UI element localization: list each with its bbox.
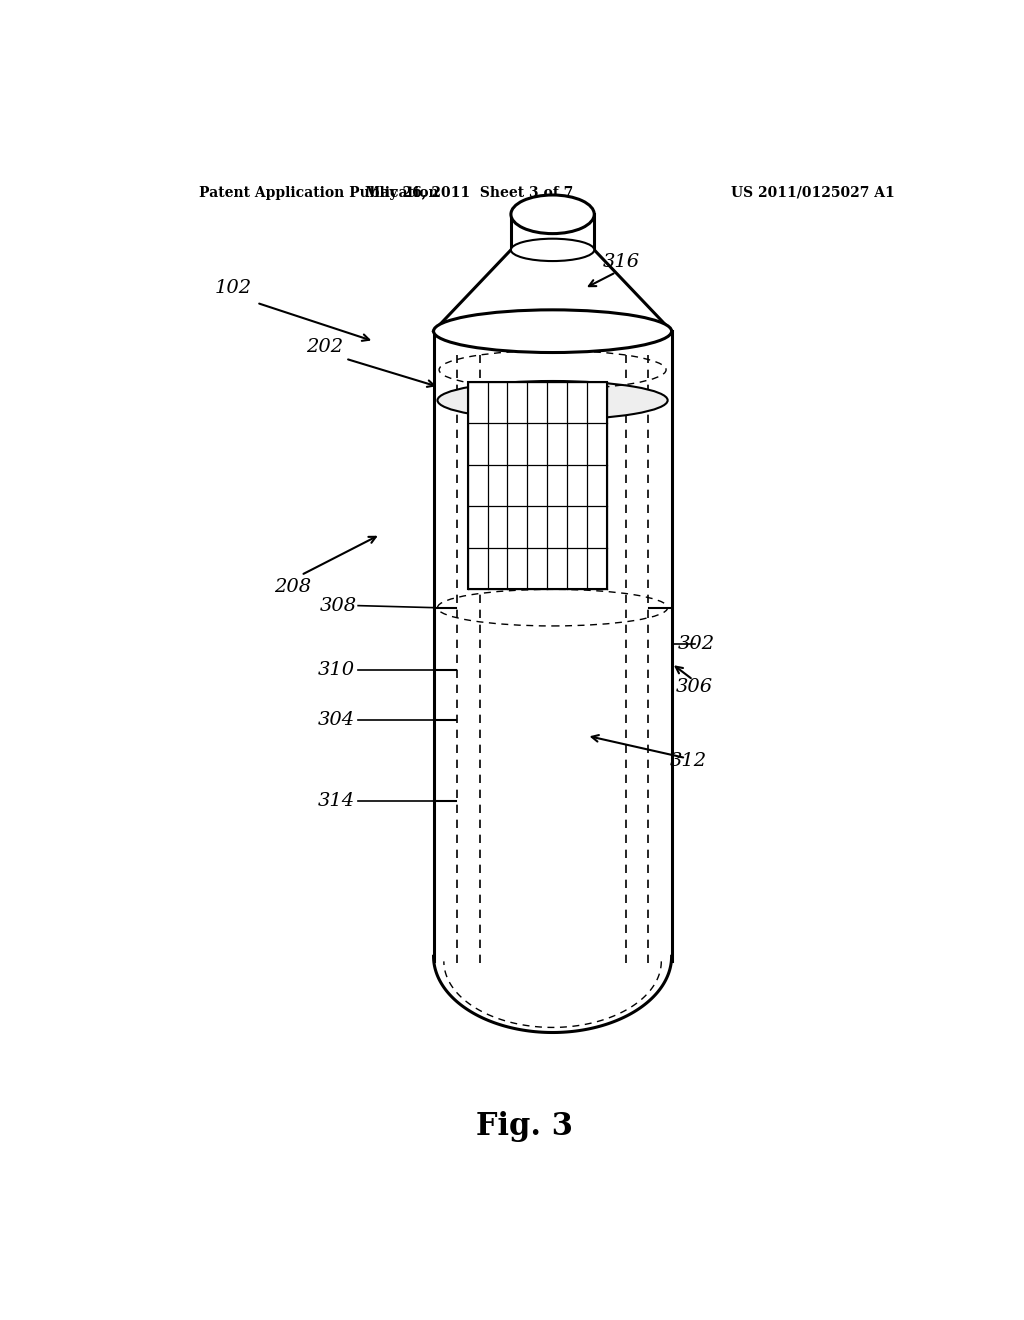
Text: Fig. 3: Fig. 3 — [476, 1110, 573, 1142]
Text: 314: 314 — [318, 792, 355, 809]
Text: US 2011/0125027 A1: US 2011/0125027 A1 — [731, 186, 895, 199]
Ellipse shape — [437, 381, 668, 420]
Text: 308: 308 — [319, 597, 357, 615]
Text: 316: 316 — [603, 253, 640, 271]
Text: 202: 202 — [306, 338, 343, 356]
Text: Patent Application Publication: Patent Application Publication — [200, 186, 439, 199]
Text: 102: 102 — [214, 280, 251, 297]
Text: May 26, 2011  Sheet 3 of 7: May 26, 2011 Sheet 3 of 7 — [366, 186, 573, 199]
Text: 312: 312 — [670, 752, 707, 770]
Text: 306: 306 — [676, 678, 713, 696]
Text: 208: 208 — [274, 578, 311, 597]
Bar — [468, 381, 606, 589]
Ellipse shape — [433, 310, 672, 352]
Ellipse shape — [511, 195, 594, 234]
Text: 304: 304 — [318, 711, 355, 730]
Text: 302: 302 — [678, 635, 715, 653]
Text: 310: 310 — [318, 660, 355, 678]
Ellipse shape — [511, 239, 594, 261]
